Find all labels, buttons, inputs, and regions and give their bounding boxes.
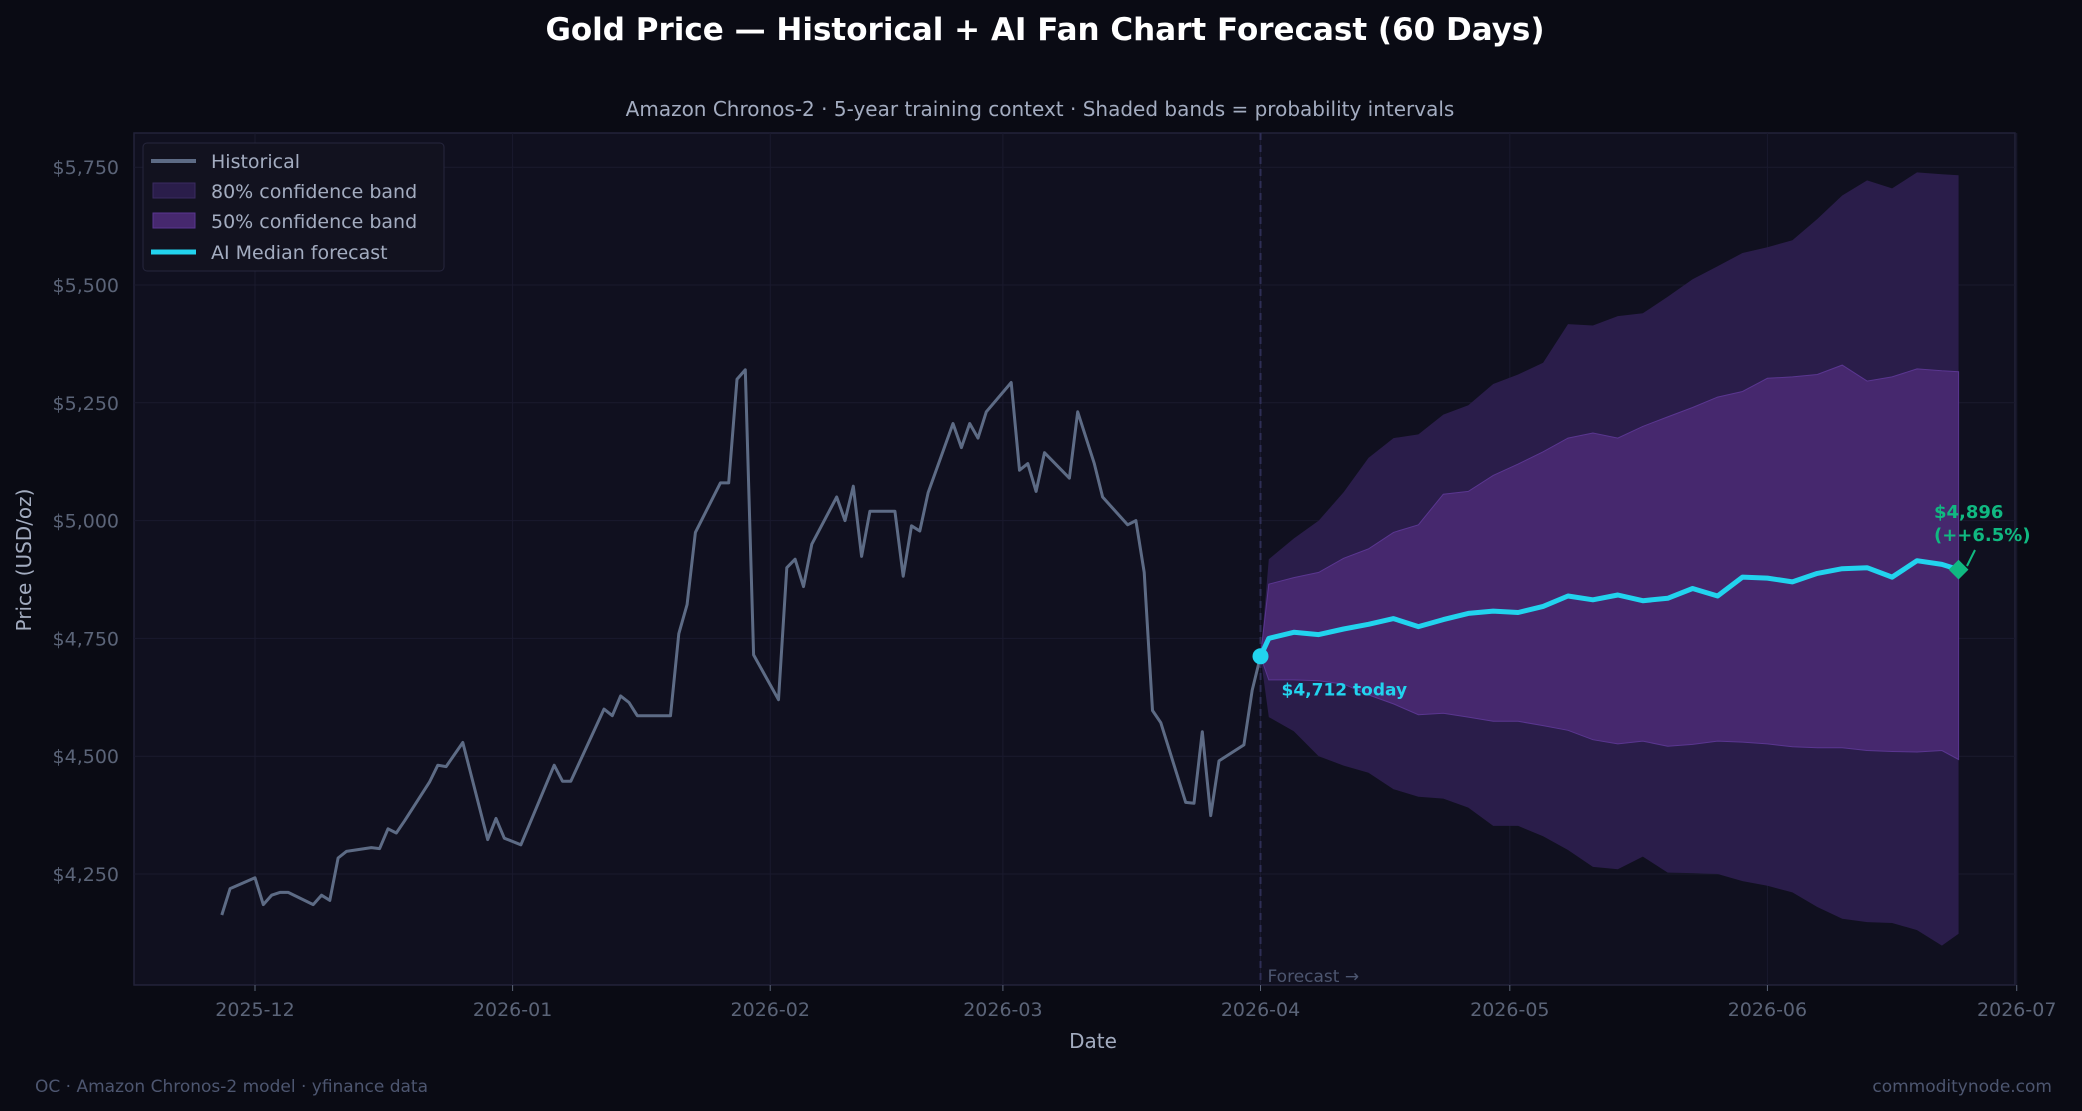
today-marker (1252, 648, 1269, 665)
x-tick-label: 2025-12 (215, 999, 294, 1021)
target-arrow (1966, 549, 1976, 567)
chart-subtitle: Amazon Chronos-2 · 5-year training conte… (626, 97, 1455, 121)
y-tick-label: $4,500 (53, 746, 119, 768)
legend-swatch-50 (152, 212, 196, 229)
x-tick-label: 2026-02 (731, 999, 810, 1021)
y-tick-label: $4,250 (53, 864, 119, 886)
x-axis-label: Date (1069, 1029, 1117, 1053)
median-forecast-line (1258, 558, 1960, 658)
footer-source: OC · Amazon Chronos-2 model · yfinance d… (35, 1077, 428, 1097)
x-tick-label: 2026-04 (1221, 999, 1300, 1021)
x-tick-label: 2026-01 (473, 999, 552, 1021)
target-price-label: $4,896 (1934, 502, 2003, 523)
legend-label-80: 80% confidence band (211, 181, 417, 203)
y-tick-label: $5,500 (53, 275, 119, 297)
y-tick-label: $5,000 (53, 511, 119, 533)
legend: Historical 80% confidence band 50% confi… (142, 142, 445, 272)
legend-swatch-80 (152, 182, 196, 199)
y-axis-label: Price (USD/oz) (12, 489, 36, 632)
legend-label-historical: Historical (211, 151, 300, 173)
y-tick-label: $4,750 (53, 628, 119, 650)
target-marker (1948, 559, 1969, 580)
today-label: $4,712 today (1282, 680, 1408, 700)
x-tick-label: 2026-05 (1470, 999, 1549, 1021)
legend-box (142, 142, 445, 272)
x-tick-label: 2026-03 (963, 999, 1042, 1021)
historical-line (220, 368, 1262, 916)
x-tick-label: 2026-07 (1977, 999, 2056, 1021)
footer-site[interactable]: commoditynode.com (1872, 1077, 2052, 1097)
legend-label-median: AI Median forecast (211, 242, 388, 264)
forecast-start-label: Forecast → (1268, 967, 1360, 987)
x-tick-label: 2026-06 (1728, 999, 1807, 1021)
y-tick-label: $5,250 (53, 393, 119, 415)
legend-label-50: 50% confidence band (211, 211, 417, 233)
chart-title: Gold Price — Historical + AI Fan Chart F… (545, 12, 1544, 48)
target-change-label: (++6.5%) (1934, 525, 2031, 546)
y-tick-label: $5,750 (53, 157, 119, 179)
